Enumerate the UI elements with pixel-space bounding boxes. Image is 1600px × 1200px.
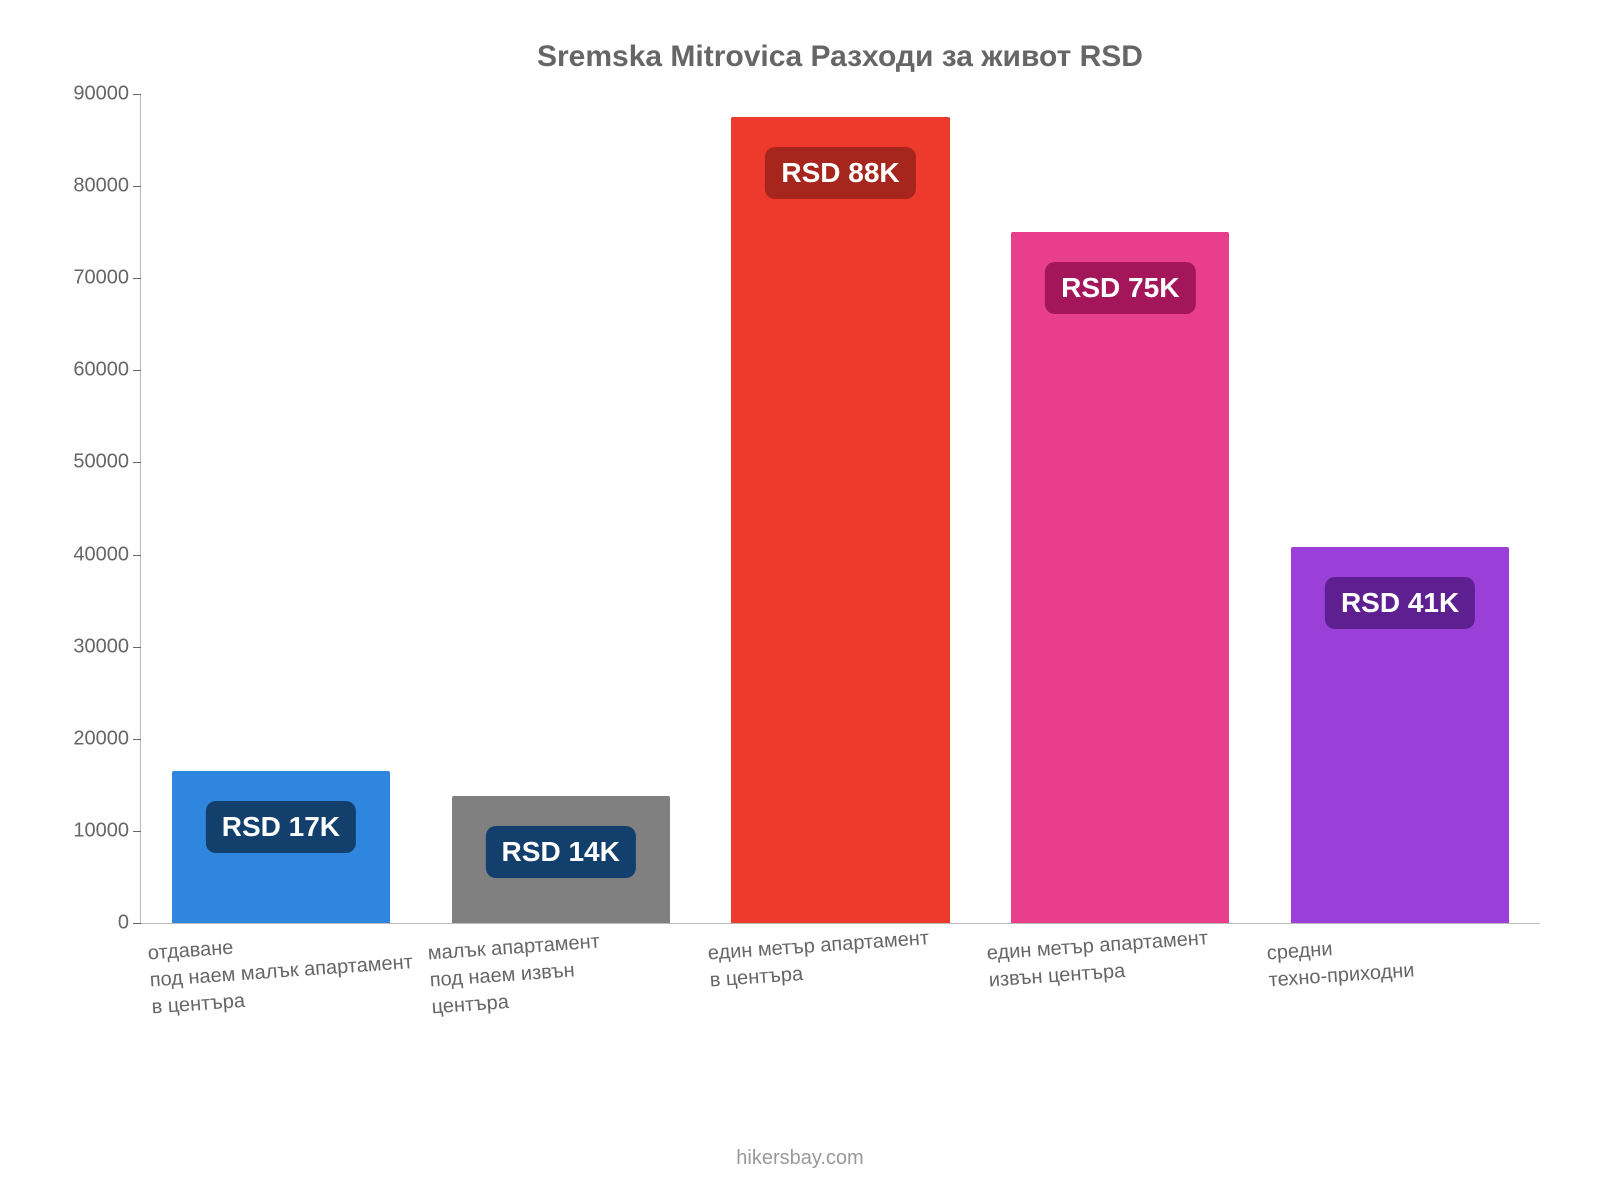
y-tick-mark — [133, 647, 141, 648]
y-tick-label: 40000 — [73, 543, 141, 566]
bar: RSD 75K — [1011, 232, 1229, 923]
bar-slot: RSD 14K — [421, 94, 701, 923]
y-tick-label: 50000 — [73, 451, 141, 474]
bar: RSD 14K — [452, 796, 670, 923]
y-tick-mark — [133, 462, 141, 463]
bar-slot: RSD 17K — [141, 94, 421, 923]
value-badge: RSD 88K — [765, 147, 915, 199]
chart-footer: hikersbay.com — [0, 1147, 1600, 1170]
y-tick-mark — [133, 370, 141, 371]
y-tick-mark — [133, 923, 141, 924]
y-tick-mark — [133, 555, 141, 556]
plot-area: RSD 17KRSD 14KRSD 88KRSD 75KRSD 41K отда… — [140, 94, 1540, 924]
y-tick-mark — [133, 831, 141, 832]
y-tick-label: 30000 — [73, 635, 141, 658]
y-tick-mark — [133, 94, 141, 95]
bar-slot: RSD 88K — [701, 94, 981, 923]
bar: RSD 88K — [731, 117, 949, 923]
x-axis-labels: отдаване под наем малък апартамент в цен… — [141, 941, 1540, 1022]
chart-container: Sremska Mitrovica Разходи за живот RSD R… — [0, 0, 1600, 1200]
y-tick-label: 90000 — [73, 83, 141, 106]
y-tick-mark — [133, 278, 141, 279]
value-badge: RSD 17K — [206, 801, 356, 853]
x-axis-label: малък апартамент под наем извън центъра — [421, 921, 706, 1021]
value-badge: RSD 75K — [1045, 262, 1195, 314]
y-tick-label: 80000 — [73, 175, 141, 198]
y-tick-label: 20000 — [73, 727, 141, 750]
y-tick-label: 60000 — [73, 359, 141, 382]
x-axis-label: един метър апартамент извън центъра — [980, 921, 1265, 1021]
bar: RSD 17K — [172, 771, 390, 923]
x-axis-label: средни техно-приходни — [1260, 921, 1545, 1021]
y-tick-label: 10000 — [73, 819, 141, 842]
bar-slot: RSD 41K — [1260, 94, 1540, 923]
chart-title: Sremska Mitrovica Разходи за живот RSD — [140, 40, 1540, 74]
bar: RSD 41K — [1291, 547, 1509, 923]
y-tick-mark — [133, 186, 141, 187]
value-badge: RSD 14K — [486, 826, 636, 878]
y-tick-mark — [133, 739, 141, 740]
value-badge: RSD 41K — [1325, 577, 1475, 629]
x-axis-label: един метър апартамент в центъра — [701, 921, 986, 1021]
bar-slot: RSD 75K — [980, 94, 1260, 923]
y-tick-label: 0 — [118, 912, 141, 935]
x-axis-label: отдаване под наем малък апартамент в цен… — [141, 921, 426, 1021]
y-tick-label: 70000 — [73, 267, 141, 290]
bars-layer: RSD 17K RSD 14K RSD 88K RSD 75K RSD 41K — [141, 94, 1540, 923]
